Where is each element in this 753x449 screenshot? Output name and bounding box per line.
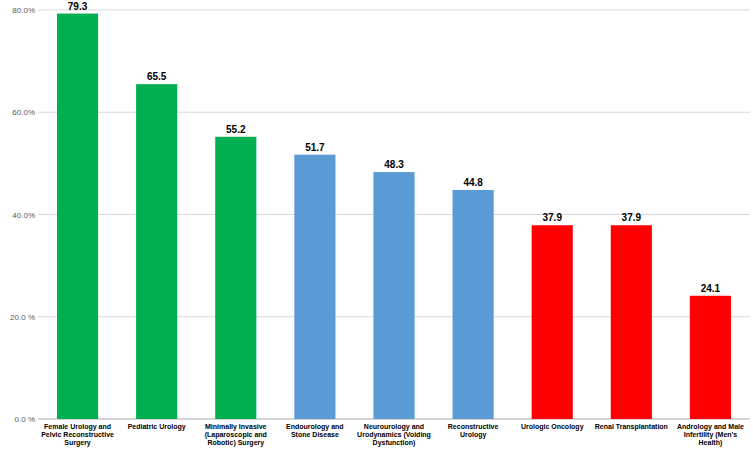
y-tick-label: 80.0% — [12, 6, 35, 15]
x-tick-label-line: Minimally Invasive — [205, 423, 267, 431]
x-tick-label: ReconstructiveUrology — [448, 423, 499, 439]
y-tick-label: 0.0 % — [15, 415, 35, 424]
x-tick-label-line: Pediatric Urology — [128, 423, 186, 431]
bar — [611, 225, 652, 419]
bar — [215, 137, 256, 419]
x-tick-label-line: (Laparoscopic and — [205, 431, 267, 439]
data-label: 65.5 — [147, 71, 167, 82]
x-tick-label-line: Robotic) Surgery — [207, 439, 264, 447]
data-label: 79.3 — [68, 1, 88, 12]
x-tick-label-line: Dysfunction) — [373, 439, 416, 447]
x-tick-label-line: Urology — [460, 431, 487, 439]
bar — [453, 190, 494, 419]
bar — [532, 225, 573, 419]
grid-line — [38, 10, 750, 11]
bar — [57, 14, 98, 419]
x-tick-label-line: Endourology and — [286, 423, 344, 431]
y-tick-label: 40.0% — [12, 211, 35, 220]
x-tick-label-line: Stone Disease — [291, 431, 339, 438]
x-tick-label-line: Pelvic Reconstructive — [41, 431, 114, 438]
data-label: 51.7 — [305, 142, 325, 153]
bar — [294, 155, 335, 419]
x-tick-label-line: Female Urology and — [44, 423, 111, 431]
x-tick-label: Andrology and MaleInfertility (Men'sHeal… — [677, 423, 744, 447]
x-tick-label: Female Urology andPelvic ReconstructiveS… — [41, 423, 114, 447]
x-tick-label: Minimally Invasive(Laparoscopic andRobot… — [205, 423, 267, 447]
x-tick-label-line: Andrology and Male — [677, 423, 744, 431]
y-tick-label: 20.0 % — [10, 313, 35, 322]
x-tick-label-line: Infertility (Men's — [684, 431, 737, 439]
x-tick-label-line: Urodynamics (Voiding — [357, 431, 431, 439]
data-label: 55.2 — [226, 124, 246, 135]
bar — [136, 84, 177, 419]
data-label: 37.9 — [622, 212, 642, 223]
x-tick-label-line: Reconstructive — [448, 423, 499, 430]
data-label: 24.1 — [701, 283, 721, 294]
x-tick-label: Neurourology andUrodynamics (VoidingDysf… — [357, 423, 431, 447]
x-tick-label: Endourology andStone Disease — [286, 423, 344, 438]
x-tick-label-line: Urologic Oncology — [521, 423, 584, 431]
x-tick-label: Renal Transplantation — [595, 423, 668, 431]
bar — [690, 296, 731, 419]
data-label: 48.3 — [384, 159, 404, 170]
data-label: 37.9 — [542, 212, 562, 223]
chart: 0.0 % 20.0 % 40.0% 60.0% 80.0% 79.3 65.5 55.2 51… — [0, 0, 753, 449]
bars — [57, 14, 731, 419]
x-tick-label-line: Neurourology and — [364, 423, 424, 431]
x-tick-label-line: Health) — [699, 439, 723, 447]
bar — [373, 172, 414, 419]
x-tick-label-line: Surgery — [64, 439, 91, 447]
data-label: 44.8 — [463, 177, 483, 188]
x-tick-label-line: Renal Transplantation — [595, 423, 668, 431]
x-tick-label: Pediatric Urology — [128, 423, 186, 431]
x-tick-label: Urologic Oncology — [521, 423, 584, 431]
y-tick-label: 60.0% — [12, 108, 35, 117]
